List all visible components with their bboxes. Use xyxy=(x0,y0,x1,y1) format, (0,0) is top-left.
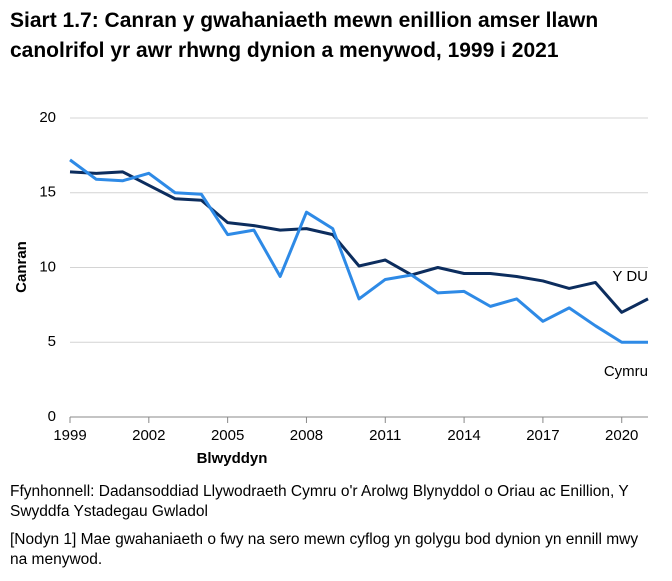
source-note: Ffynhonnell: Dadansoddiad Llywodraeth Cy… xyxy=(10,483,629,520)
y-tick-label: 10 xyxy=(39,258,56,275)
y-axis-label: Canran xyxy=(13,241,30,293)
series-label: Cymru xyxy=(604,363,648,380)
series-line xyxy=(69,170,649,314)
x-tick-label: 2002 xyxy=(132,427,165,444)
x-tick-label: 2005 xyxy=(211,427,244,444)
x-tick-label: 2011 xyxy=(369,427,401,444)
x-axis-label: Blwyddyn xyxy=(197,450,268,467)
x-tick-label: 2014 xyxy=(447,427,480,444)
x-tick-label: 1999 xyxy=(53,427,86,444)
series-line xyxy=(69,158,648,344)
series-label: Y DU xyxy=(612,268,648,285)
chart-title: Siart 1.7: Canran y gwahaniaeth mewn eni… xyxy=(10,9,599,62)
x-tick-label: 2017 xyxy=(526,427,559,444)
x-tick-label: 2008 xyxy=(290,427,323,444)
x-tick-label: 2020 xyxy=(605,427,638,444)
y-tick-label: 0 xyxy=(48,408,56,425)
y-tick-label: 20 xyxy=(39,109,56,126)
y-tick-label: 5 xyxy=(48,333,56,350)
y-tick-label: 15 xyxy=(39,184,56,201)
footnote: [Nodyn 1] Mae gwahaniaeth o fwy na sero … xyxy=(10,531,639,568)
